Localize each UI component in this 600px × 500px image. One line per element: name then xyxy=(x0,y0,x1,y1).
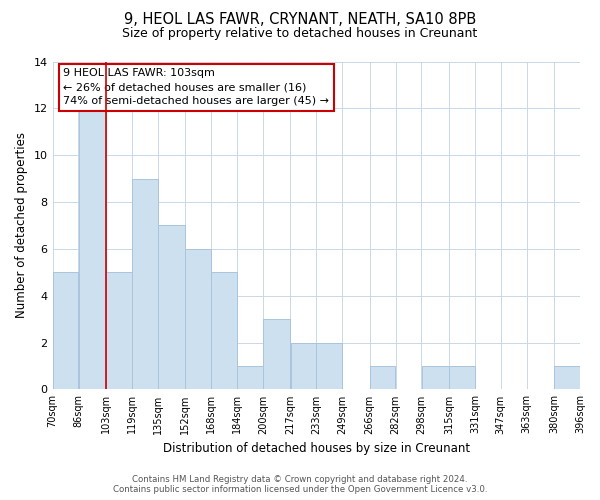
Bar xyxy=(422,366,449,390)
Text: 9, HEOL LAS FAWR, CRYNANT, NEATH, SA10 8PB: 9, HEOL LAS FAWR, CRYNANT, NEATH, SA10 8… xyxy=(124,12,476,28)
Text: 9 HEOL LAS FAWR: 103sqm
← 26% of detached houses are smaller (16)
74% of semi-de: 9 HEOL LAS FAWR: 103sqm ← 26% of detache… xyxy=(63,68,329,106)
Bar xyxy=(158,226,185,390)
X-axis label: Distribution of detached houses by size in Creunant: Distribution of detached houses by size … xyxy=(163,442,470,455)
Bar xyxy=(290,342,316,390)
Bar xyxy=(106,272,131,390)
Bar xyxy=(211,272,237,390)
Bar xyxy=(79,108,106,390)
Bar xyxy=(132,178,158,390)
Bar xyxy=(263,319,290,390)
Bar xyxy=(449,366,475,390)
Bar xyxy=(316,342,342,390)
Text: Size of property relative to detached houses in Creunant: Size of property relative to detached ho… xyxy=(122,28,478,40)
Text: Contains HM Land Registry data © Crown copyright and database right 2024.
Contai: Contains HM Land Registry data © Crown c… xyxy=(113,474,487,494)
Bar xyxy=(554,366,580,390)
Bar xyxy=(185,249,211,390)
Bar xyxy=(53,272,78,390)
Bar xyxy=(370,366,395,390)
Bar xyxy=(237,366,263,390)
Y-axis label: Number of detached properties: Number of detached properties xyxy=(15,132,28,318)
